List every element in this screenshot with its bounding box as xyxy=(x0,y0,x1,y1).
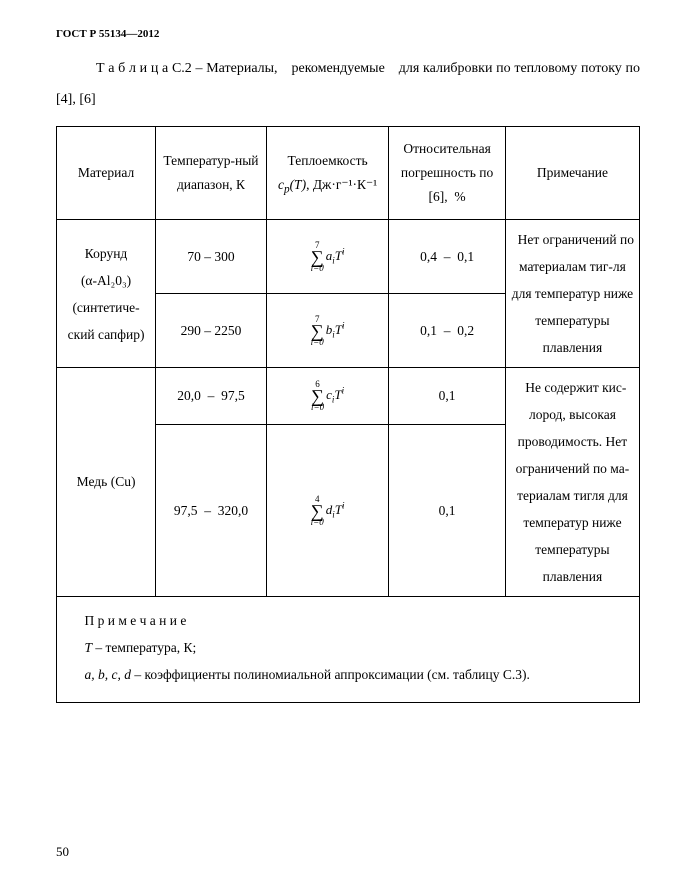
copper-formula-2: 4∑i=0diTi xyxy=(266,425,388,597)
corundum-formula-1: 7∑i=0aiTi xyxy=(266,220,388,294)
col-material: Материал xyxy=(57,126,156,220)
corundum-error-1: 0,4 – 0,1 xyxy=(389,220,506,294)
material-corundum: Корунд (α-Al₂0₃) (синтетиче- ский сапфир… xyxy=(57,220,156,368)
cp-label: Теплоемкость xyxy=(288,153,368,168)
document-standard-header: ГОСТ Р 55134—2012 xyxy=(56,28,640,40)
table-caption: Т а б л и ц а С.2 – Материалы, рекоменду… xyxy=(56,54,640,116)
corundum-range-1: 70 – 300 xyxy=(156,220,267,294)
copper-error-1: 0,1 xyxy=(389,368,506,425)
material-copper: Медь (Cu) xyxy=(57,368,156,597)
copper-note: Не содержит кис-лород, высокая проводимо… xyxy=(505,368,639,597)
materials-table: Материал Температур-ный диапазон, К Тепл… xyxy=(56,126,640,704)
table-footnote: П р и м е ч а н и е T – температура, К; … xyxy=(57,597,640,703)
table-row: Медь (Cu) 20,0 – 97,5 6∑i=0ciTi 0,1 Не с… xyxy=(57,368,640,425)
copper-range-1: 20,0 – 97,5 xyxy=(156,368,267,425)
caption-label: Т а б л и ц а xyxy=(96,61,168,76)
corundum-error-2: 0,1 – 0,2 xyxy=(389,294,506,368)
col-heat-capacity: Теплоемкость cp(T), Дж·г⁻¹·К⁻¹ xyxy=(266,126,388,220)
table-row: Корунд (α-Al₂0₃) (синтетиче- ский сапфир… xyxy=(57,220,640,294)
copper-formula-1: 6∑i=0ciTi xyxy=(266,368,388,425)
table-header-row: Материал Температур-ный диапазон, К Тепл… xyxy=(57,126,640,220)
copper-error-2: 0,1 xyxy=(389,425,506,597)
corundum-formula-2: 7∑i=0biTi xyxy=(266,294,388,368)
corundum-note: Нет ограничений по материалам тиг-ля для… xyxy=(505,220,639,368)
col-temp-range: Температур-ный диапазон, К xyxy=(156,126,267,220)
footnote-title: П р и м е ч а н и е xyxy=(85,613,187,628)
page-number: 50 xyxy=(56,844,69,860)
corundum-range-2: 290 – 2250 xyxy=(156,294,267,368)
col-note: Примечание xyxy=(505,126,639,220)
copper-range-2: 97,5 – 320,0 xyxy=(156,425,267,597)
col-error: Относительная погрешность по [6], % xyxy=(389,126,506,220)
table-footnote-row: П р и м е ч а н и е T – температура, К; … xyxy=(57,597,640,703)
